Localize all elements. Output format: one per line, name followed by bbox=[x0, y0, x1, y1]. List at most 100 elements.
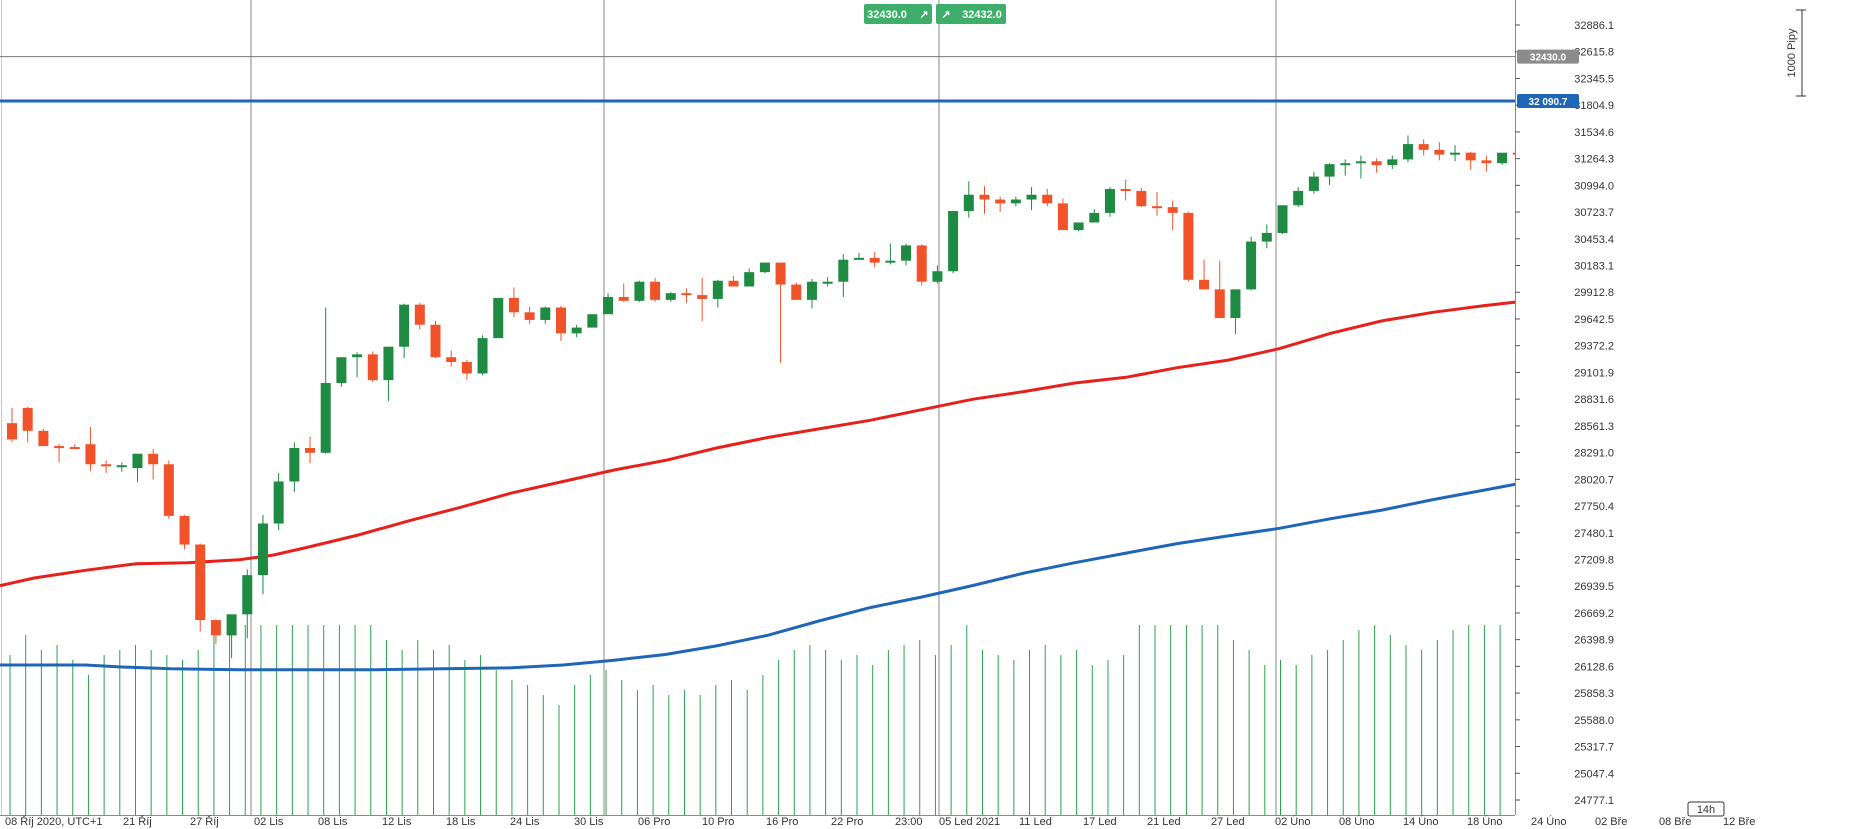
x-tick-label: 08 Říj 2020, UTC+1 bbox=[5, 815, 103, 828]
candle bbox=[399, 303, 410, 359]
candle bbox=[1057, 198, 1068, 231]
candle-body bbox=[257, 523, 268, 576]
x-axis-bg bbox=[0, 815, 1515, 829]
candle bbox=[195, 543, 206, 632]
candle-body bbox=[1450, 152, 1461, 155]
x-tick-label: 18 Lis bbox=[446, 816, 476, 828]
candle-body bbox=[508, 297, 519, 313]
candle bbox=[728, 275, 739, 287]
timeframe-marker[interactable]: 14h bbox=[1687, 801, 1725, 817]
candle bbox=[838, 254, 849, 298]
pip-ruler[interactable]: 1000 Pipy bbox=[1786, 9, 1806, 97]
candle-body bbox=[681, 293, 692, 296]
buy-button[interactable]: ↗ 32432.0 bbox=[936, 4, 1006, 24]
candle bbox=[1308, 171, 1319, 194]
candle-body bbox=[22, 407, 33, 431]
candle-body bbox=[210, 620, 221, 636]
candle-body bbox=[54, 446, 65, 449]
y-tick-label: 26128.6 bbox=[1574, 661, 1614, 673]
candle-body bbox=[148, 453, 159, 465]
candle bbox=[540, 306, 551, 324]
y-tick-label: 25858.3 bbox=[1574, 688, 1614, 700]
candle-body bbox=[603, 297, 614, 315]
ma-fast-line bbox=[0, 277, 1707, 588]
y-tick-label: 32615.8 bbox=[1574, 47, 1614, 59]
candle-body bbox=[948, 210, 959, 272]
candle bbox=[508, 287, 519, 318]
y-tick-label: 31804.9 bbox=[1574, 100, 1614, 112]
candle bbox=[759, 262, 770, 274]
candle-body bbox=[1089, 212, 1100, 223]
candle bbox=[430, 320, 441, 359]
candle bbox=[1167, 200, 1178, 231]
y-tick-label: 31534.6 bbox=[1574, 127, 1614, 139]
candle bbox=[665, 292, 676, 302]
candle bbox=[1073, 222, 1084, 232]
candle-body bbox=[963, 194, 974, 211]
candle-body bbox=[1497, 152, 1508, 164]
grid-layer bbox=[1, 0, 1595, 829]
candle-body bbox=[1136, 190, 1147, 207]
candle-body bbox=[1010, 199, 1021, 204]
candle bbox=[854, 253, 864, 260]
candle bbox=[179, 514, 190, 550]
candle-body bbox=[1057, 203, 1068, 231]
current-price-tag: 32430.0 bbox=[1517, 49, 1579, 64]
y-tick-label: 28291.0 bbox=[1574, 448, 1614, 460]
candle bbox=[446, 350, 457, 367]
candle bbox=[101, 460, 112, 473]
candle-body bbox=[493, 297, 504, 339]
candle-body bbox=[854, 257, 864, 260]
y-tick-label: 29372.2 bbox=[1574, 341, 1614, 353]
candle bbox=[85, 426, 96, 471]
candle bbox=[775, 262, 786, 363]
y-tick-label: 28561.3 bbox=[1574, 421, 1614, 433]
y-tick-label: 27750.4 bbox=[1574, 501, 1614, 513]
candle-body bbox=[822, 281, 833, 284]
candle-body bbox=[1324, 164, 1335, 177]
candle-body bbox=[1214, 289, 1225, 319]
x-tick-label: 12 Lis bbox=[382, 816, 412, 828]
candle-body bbox=[712, 280, 723, 299]
candle-body bbox=[775, 262, 786, 285]
candle bbox=[1120, 179, 1131, 201]
candle bbox=[1026, 187, 1037, 211]
y-axis-bg bbox=[1515, 0, 1864, 829]
candle bbox=[22, 406, 33, 443]
candles-layer bbox=[7, 64, 1711, 659]
x-tick-label: 02 Úno bbox=[1275, 815, 1310, 828]
candle bbox=[7, 407, 17, 443]
candle-body bbox=[1371, 161, 1382, 166]
sell-button[interactable]: 32430.0 ↗ bbox=[864, 4, 932, 24]
candle-body bbox=[1402, 144, 1413, 160]
candle bbox=[352, 352, 363, 378]
candle-body bbox=[806, 281, 817, 300]
y-tick-label: 27480.1 bbox=[1574, 528, 1614, 540]
y-tick-label: 32345.5 bbox=[1574, 73, 1614, 85]
candle bbox=[555, 305, 566, 341]
candle bbox=[257, 514, 268, 595]
hline-price-tag[interactable]: 32 090.7 bbox=[1517, 94, 1579, 109]
candle bbox=[712, 279, 723, 308]
candle-body bbox=[352, 354, 363, 358]
candle bbox=[226, 614, 237, 659]
candle-body bbox=[1481, 160, 1492, 164]
ruler-label: 1000 Pipy bbox=[1786, 28, 1798, 77]
y-tick-label: 26669.2 bbox=[1574, 608, 1614, 620]
candle-body bbox=[571, 327, 582, 334]
x-tick-label: 17 Led bbox=[1083, 816, 1117, 828]
y-tick-label: 30453.4 bbox=[1574, 234, 1614, 246]
x-tick-label: 10 Pro bbox=[702, 816, 734, 828]
horizontal-line-layer[interactable] bbox=[0, 56, 1515, 103]
candle-body bbox=[728, 280, 739, 287]
candle bbox=[963, 181, 974, 218]
sell-price-text: 32430.0 bbox=[867, 9, 907, 21]
candle-body bbox=[1199, 279, 1210, 290]
timeframe-label: 14h bbox=[1697, 804, 1715, 816]
y-tick-label: 26939.5 bbox=[1574, 581, 1614, 593]
x-tick-label: 05 Led 2021 bbox=[939, 816, 1000, 828]
candle-body bbox=[995, 199, 1006, 204]
candle bbox=[163, 460, 174, 519]
